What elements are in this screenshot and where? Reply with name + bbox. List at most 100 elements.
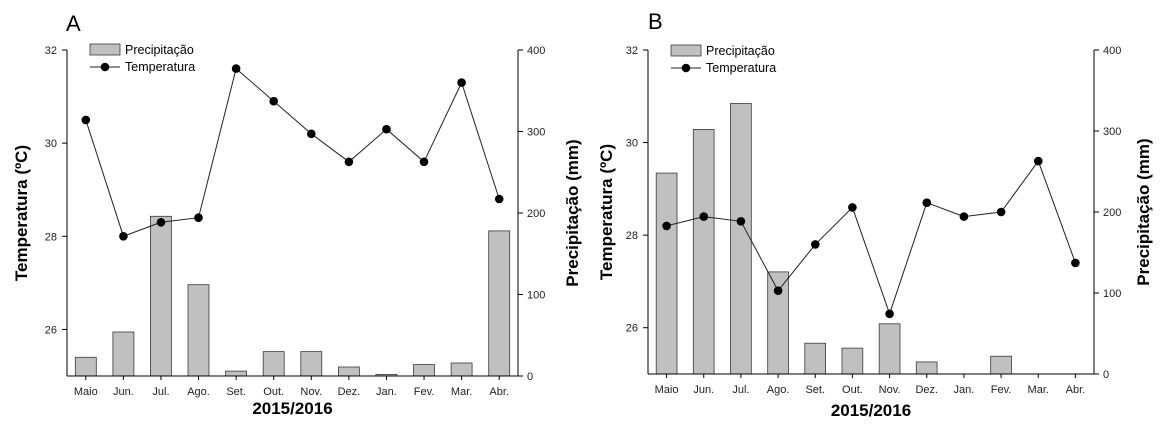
temperature-point (419, 157, 429, 167)
temperature-point (1071, 258, 1080, 268)
x-tick-label: Dez. (338, 386, 361, 398)
temperature-point (848, 203, 857, 212)
temperature-point (194, 213, 203, 222)
precipitation-bar (262, 351, 285, 377)
left-tick-label: 30 (45, 138, 57, 150)
right-tick-label: 0 (527, 371, 533, 383)
left-axis-title: Temperatura (ºC) (12, 145, 31, 281)
precipitation-bar (149, 215, 172, 377)
temperature-point (996, 207, 1006, 217)
x-tick-label: Nov. (879, 384, 901, 396)
x-tick-label: Jul. (732, 384, 749, 396)
legend-bar-swatch (89, 43, 121, 56)
chart-panel-a: A 26 28 30 32 0 100 200 300 400 Maio Jun. Jul. Ago. Se… (12, 11, 582, 418)
x-tick-label: Jul. (152, 386, 169, 398)
legend-marker-swatch (681, 63, 691, 73)
precipitation-bar (112, 331, 135, 377)
temperature-point (231, 64, 241, 73)
left-tick-label: 28 (45, 231, 57, 243)
precipitation-bar (730, 103, 752, 375)
x-tick-label: Mar. (1028, 384, 1049, 396)
x-tick-label: Out. (263, 386, 284, 398)
precipitation-bar (655, 172, 678, 375)
temperature-line (85, 67, 500, 237)
x-tick-label: Jan. (376, 386, 397, 398)
legend-bar-swatch (670, 44, 702, 57)
right-tick-label: 100 (527, 290, 545, 302)
x-tick-label: Maio (74, 386, 98, 398)
temperature-point (307, 129, 316, 139)
right-tick-label: 100 (1103, 288, 1121, 300)
x-tick-label: Maio (655, 384, 679, 396)
temperature-point (494, 194, 504, 204)
right-tick-label: 300 (1103, 126, 1121, 138)
precipitation-bar (74, 356, 97, 377)
precipitation-bar (841, 347, 864, 375)
temperature-point (457, 78, 466, 87)
x-axis-title: 2015/2016 (252, 399, 332, 418)
temperature-point (269, 96, 279, 106)
x-tick-label: Jun. (113, 386, 134, 398)
precipitation-bar (990, 355, 1012, 375)
temperature-point (156, 218, 166, 227)
temperature-point (773, 286, 783, 296)
precipitation-bar (225, 370, 248, 377)
chart-legend: Precipitação Temperatura (89, 43, 195, 74)
x-tick-label: Ago. (767, 384, 790, 396)
right-tick-label: 200 (1103, 207, 1121, 219)
x-tick-label: Out. (842, 384, 863, 396)
temperature-point (736, 217, 746, 226)
temperature-point (81, 115, 91, 125)
precipitation-bar (187, 284, 210, 377)
precipitation-bar (300, 351, 323, 377)
legend-label-temperature: Temperatura (706, 61, 776, 75)
panel-label: B (648, 9, 663, 34)
left-tick-label: 32 (45, 45, 57, 57)
x-tick-label: Ago. (187, 386, 210, 398)
right-tick-label: 200 (527, 208, 545, 220)
left-tick-label: 32 (626, 45, 638, 57)
x-tick-label: Jan. (954, 384, 975, 396)
right-axis-title: Precipitação (mm) (563, 139, 582, 286)
right-tick-label: 400 (527, 45, 545, 57)
precipitation-bar (450, 362, 473, 377)
left-tick-label: 28 (626, 230, 638, 242)
x-tick-label: Fev. (991, 384, 1012, 396)
x-axis-title: 2015/2016 (831, 401, 911, 420)
right-tick-label: 300 (527, 127, 545, 139)
temperature-point (699, 212, 709, 221)
temperature-line (666, 160, 1076, 316)
right-tick-label: 0 (1103, 369, 1109, 381)
precipitation-bar (413, 364, 435, 377)
legend-label-temperature: Temperatura (125, 60, 195, 74)
temperature-point (811, 240, 820, 249)
temperature-point (344, 157, 354, 167)
temperature-point (662, 221, 671, 231)
panel-label: A (66, 11, 81, 36)
x-tick-label: Set. (805, 384, 825, 396)
x-tick-label: Dez. (915, 384, 938, 396)
right-axis-title: Precipitação (mm) (1134, 138, 1153, 285)
x-tick-label: Abr. (1066, 384, 1086, 396)
precipitation-bar (488, 230, 511, 377)
legend-label-precipitation: Precipitação (125, 43, 194, 57)
temperature-point (959, 212, 969, 221)
temperature-point (382, 124, 391, 134)
x-tick-label: Nov. (300, 386, 322, 398)
right-tick-label: 400 (1103, 45, 1121, 57)
temperature-point (885, 309, 894, 319)
precipitation-bar (915, 361, 938, 375)
chart-legend: Precipitação Temperatura (670, 44, 776, 75)
left-tick-label: 26 (45, 324, 57, 336)
temperature-point (1034, 156, 1043, 166)
chart-panel-b: B 26 28 30 32 0 100 200 300 400 Maio Jun. Jul. Ago. Se… (597, 9, 1153, 420)
left-tick-label: 30 (626, 138, 638, 150)
legend-label-precipitation: Precipitação (706, 44, 775, 58)
left-axis-title: Temperatura (ºC) (597, 144, 616, 280)
temperature-point (119, 232, 128, 241)
x-tick-label: Abr. (489, 386, 509, 398)
x-tick-label: Mar. (451, 386, 472, 398)
legend-marker-swatch (100, 62, 110, 72)
